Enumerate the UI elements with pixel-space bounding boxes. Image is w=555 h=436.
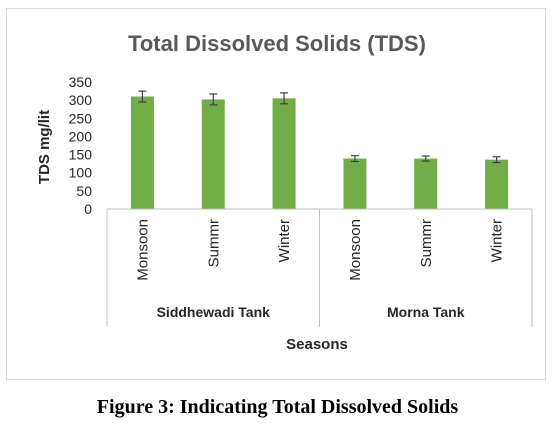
bar <box>272 98 296 209</box>
bar <box>343 158 367 209</box>
bar <box>201 99 225 209</box>
y-tick-label: 0 <box>84 201 92 217</box>
bar <box>414 158 438 209</box>
category-label: Summr <box>205 219 222 267</box>
bars <box>130 90 509 209</box>
category-label: Winter <box>489 219 506 262</box>
category-label: Monsoon <box>134 219 151 281</box>
category-label: Winter <box>276 219 293 262</box>
y-tick-label: 300 <box>69 92 93 108</box>
figure-caption: Figure 3: Indicating Total Dissolved Sol… <box>96 396 459 418</box>
y-tick-label: 50 <box>76 183 92 199</box>
error-bar <box>421 155 430 162</box>
error-bar <box>138 90 147 103</box>
error-bar <box>350 155 359 163</box>
chart: Total Dissolved Solids (TDS) TDS mg/lit … <box>36 31 533 353</box>
bar <box>130 96 154 209</box>
chart-frame: Total Dissolved Solids (TDS) TDS mg/lit … <box>6 8 546 380</box>
error-bar <box>280 92 289 105</box>
error-bar <box>492 156 501 164</box>
chart-title: Total Dissolved Solids (TDS) <box>128 31 426 56</box>
y-tick-label: 250 <box>69 110 93 126</box>
y-tick-label: 200 <box>69 128 93 144</box>
y-axis-ticks: 0 50 100 150 200 250 300 350 <box>69 74 93 217</box>
category-labels: Monsoon Summr Winter Monsoon Summr Winter Sidd… <box>134 219 505 320</box>
category-label: Summr <box>418 219 435 267</box>
axes <box>106 208 533 327</box>
y-axis-title: TDS mg/lit <box>36 110 53 184</box>
error-bar <box>209 93 218 106</box>
x-axis-title: Seasons <box>286 336 348 353</box>
category-label: Monsoon <box>347 219 364 281</box>
y-tick-label: 150 <box>69 147 93 163</box>
group-label: Siddhewadi Tank <box>157 304 271 320</box>
y-tick-label: 100 <box>69 165 93 181</box>
y-tick-label: 350 <box>69 74 93 90</box>
group-label: Morna Tank <box>387 304 465 320</box>
bar <box>485 159 509 209</box>
